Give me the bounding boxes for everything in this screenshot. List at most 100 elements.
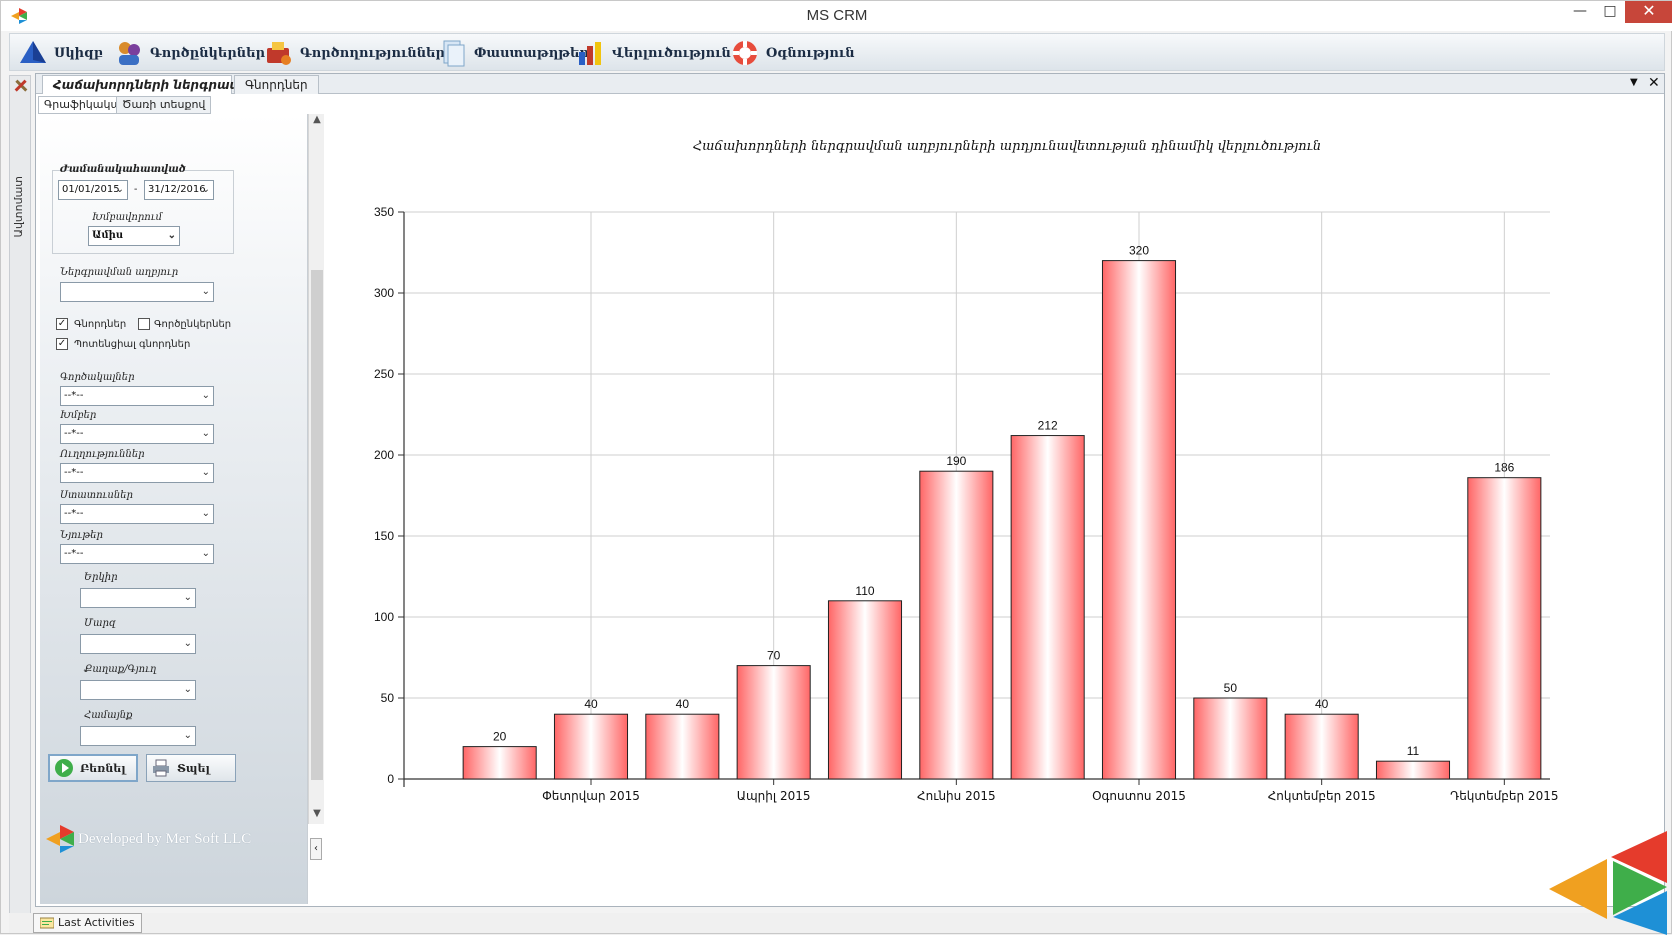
partners-checkbox-label: Գործընկերներ <box>154 319 232 330</box>
close-window-button[interactable]: ✕ <box>1625 1 1672 23</box>
data-label: 186 <box>1494 461 1514 475</box>
y-tick-label: 250 <box>374 367 394 381</box>
filter-panel-scrollbar[interactable]: ▲ ▼ <box>308 114 324 824</box>
menu-partners-label: Գործընկերներ <box>150 45 265 61</box>
mersoft-logo-icon <box>46 825 74 853</box>
region-select[interactable]: ⌄ <box>80 634 196 654</box>
chevron-down-icon: ⌄ <box>201 548 210 559</box>
y-tick-label: 150 <box>374 529 394 543</box>
load-button-label: Բեռնել <box>80 761 126 775</box>
bar <box>1284 713 1359 780</box>
grouping-value: Ամիս <box>92 230 124 241</box>
chevron-down-icon: ⌄ <box>183 638 192 649</box>
date-to-picker[interactable]: 31/12/2016 ⌄ <box>144 180 214 200</box>
statuses-label: Ստատուսներ <box>60 490 133 501</box>
home-pyramid-icon <box>20 41 46 63</box>
load-button[interactable]: Բեռնել <box>48 754 138 782</box>
chevron-down-icon: ⌄ <box>183 730 192 741</box>
print-button[interactable]: Տպել <box>146 754 236 782</box>
data-label: 11 <box>1407 744 1420 758</box>
managers-select[interactable]: --*-- ⌄ <box>60 386 214 406</box>
groups-value: --*-- <box>64 428 84 439</box>
scroll-down-icon[interactable]: ▼ <box>313 808 321 819</box>
chevron-down-icon: ⌄ <box>201 508 210 519</box>
menu-help[interactable]: Օգնություն <box>730 38 855 68</box>
chevron-down-icon: ⌄ <box>201 286 210 297</box>
chevron-down-icon: ⌄ <box>201 184 210 195</box>
partners-checkbox[interactable] <box>138 318 150 330</box>
y-tick-label: 200 <box>374 448 394 462</box>
date-from-picker[interactable]: 01/01/2015 ⌄ <box>58 180 128 200</box>
menu-documents[interactable]: Փաստաթղթեր <box>438 38 589 68</box>
chevron-down-icon: ⌄ <box>167 230 176 241</box>
maximize-button[interactable]: □ <box>1603 3 1617 19</box>
menu-documents-label: Փաստաթղթեր <box>474 45 589 61</box>
tab-buyers[interactable]: Գնորդներ <box>234 75 319 94</box>
menu-actions[interactable]: Գործողություններ <box>264 38 445 68</box>
buyers-checkbox[interactable]: ✓ <box>56 318 68 330</box>
date-from-value: 01/01/2015 <box>62 184 120 195</box>
x-tick-label: Ապրիլ 2015 <box>737 789 811 803</box>
menu-home[interactable]: Սկիզբ <box>18 38 103 68</box>
grouping-select[interactable]: Ամիս ⌄ <box>88 226 180 246</box>
bar <box>553 713 629 780</box>
tools-icon[interactable] <box>13 78 29 94</box>
buyers-checkbox-label: Գնորդներ <box>74 319 127 330</box>
scroll-up-icon[interactable]: ▲ <box>313 114 321 125</box>
period-label: Ժամանակահատված <box>60 164 186 175</box>
directions-value: --*-- <box>64 467 84 478</box>
menu-analysis[interactable]: Վերլուծություն <box>576 38 731 68</box>
menu-home-label: Սկիզբ <box>54 45 103 61</box>
tab-attraction-analysis[interactable]: Հաճախորդների ներգրավմ... <box>42 75 260 94</box>
main-menu-bar: Սկիզբ Գործընկերներ Գործողություններ Փաստ… <box>9 33 1665 71</box>
menu-partners[interactable]: Գործընկերներ <box>114 38 265 68</box>
x-tick-label: Դեկտեմբեր 2015 <box>1450 789 1558 803</box>
play-icon <box>55 759 73 777</box>
city-select[interactable]: ⌄ <box>80 680 196 700</box>
activities-icon <box>40 917 54 929</box>
branch-select[interactable]: --*-- ⌄ <box>60 544 214 564</box>
partners-icon <box>119 42 140 65</box>
side-strip-label: Ավտոմատ <box>12 176 25 238</box>
status-bar: Last Activities <box>9 913 1665 933</box>
scrollbar-thumb[interactable] <box>311 270 323 780</box>
developer-credit-text: Developed by Mer Soft LLC <box>78 830 252 847</box>
country-label: Երկիր <box>84 572 118 583</box>
directions-select[interactable]: --*-- ⌄ <box>60 463 214 483</box>
period-group <box>52 170 234 254</box>
bar <box>1101 260 1177 780</box>
branch-value: --*-- <box>64 548 84 559</box>
documents-icon <box>443 40 465 67</box>
potential-buyers-checkbox-label: Պոտենցիալ գնորդներ <box>74 339 191 350</box>
bar <box>736 665 811 780</box>
tabs-dropdown-icon[interactable]: ▼ <box>1630 77 1638 88</box>
statuses-value: --*-- <box>64 508 84 519</box>
branch-label: Նյութեր <box>60 530 103 541</box>
country-select[interactable]: ⌄ <box>80 588 196 608</box>
bar <box>1375 760 1451 780</box>
side-tool-strip[interactable]: Ավտոմատ <box>9 75 31 915</box>
data-label: 212 <box>1038 419 1058 433</box>
chevron-down-icon: ⌄ <box>115 184 124 195</box>
grouping-label: Խմբավորում <box>92 212 163 223</box>
document-area: Հաճախորդների ներգրավմ... Գնորդներ ▼ ✕ Գր… <box>35 73 1665 907</box>
chevron-down-icon: ⌄ <box>183 684 192 695</box>
document-tabs: Հաճախորդների ներգրավմ... Գնորդներ ▼ ✕ <box>36 74 1664 94</box>
source-select[interactable]: ⌄ <box>60 282 214 302</box>
statuses-select[interactable]: --*-- ⌄ <box>60 504 214 524</box>
bar <box>919 470 994 780</box>
collapse-panel-button[interactable]: ‹ <box>310 838 322 860</box>
potential-buyers-checkbox[interactable]: ✓ <box>56 338 68 350</box>
close-tab-icon[interactable]: ✕ <box>1648 75 1660 91</box>
region-label: Մարզ <box>84 618 116 629</box>
community-select[interactable]: ⌄ <box>80 726 196 746</box>
brand-logo-icon <box>1549 831 1667 935</box>
data-label: 190 <box>946 454 966 468</box>
last-activities-tab[interactable]: Last Activities <box>33 913 142 933</box>
minimize-button[interactable]: — <box>1573 3 1587 19</box>
tab-tree-view[interactable]: Ծառի տեսքով <box>116 96 212 114</box>
groups-select[interactable]: --*-- ⌄ <box>60 424 214 444</box>
data-label: 320 <box>1129 244 1149 258</box>
source-label: Ներգրավման աղբյուր <box>60 267 179 278</box>
